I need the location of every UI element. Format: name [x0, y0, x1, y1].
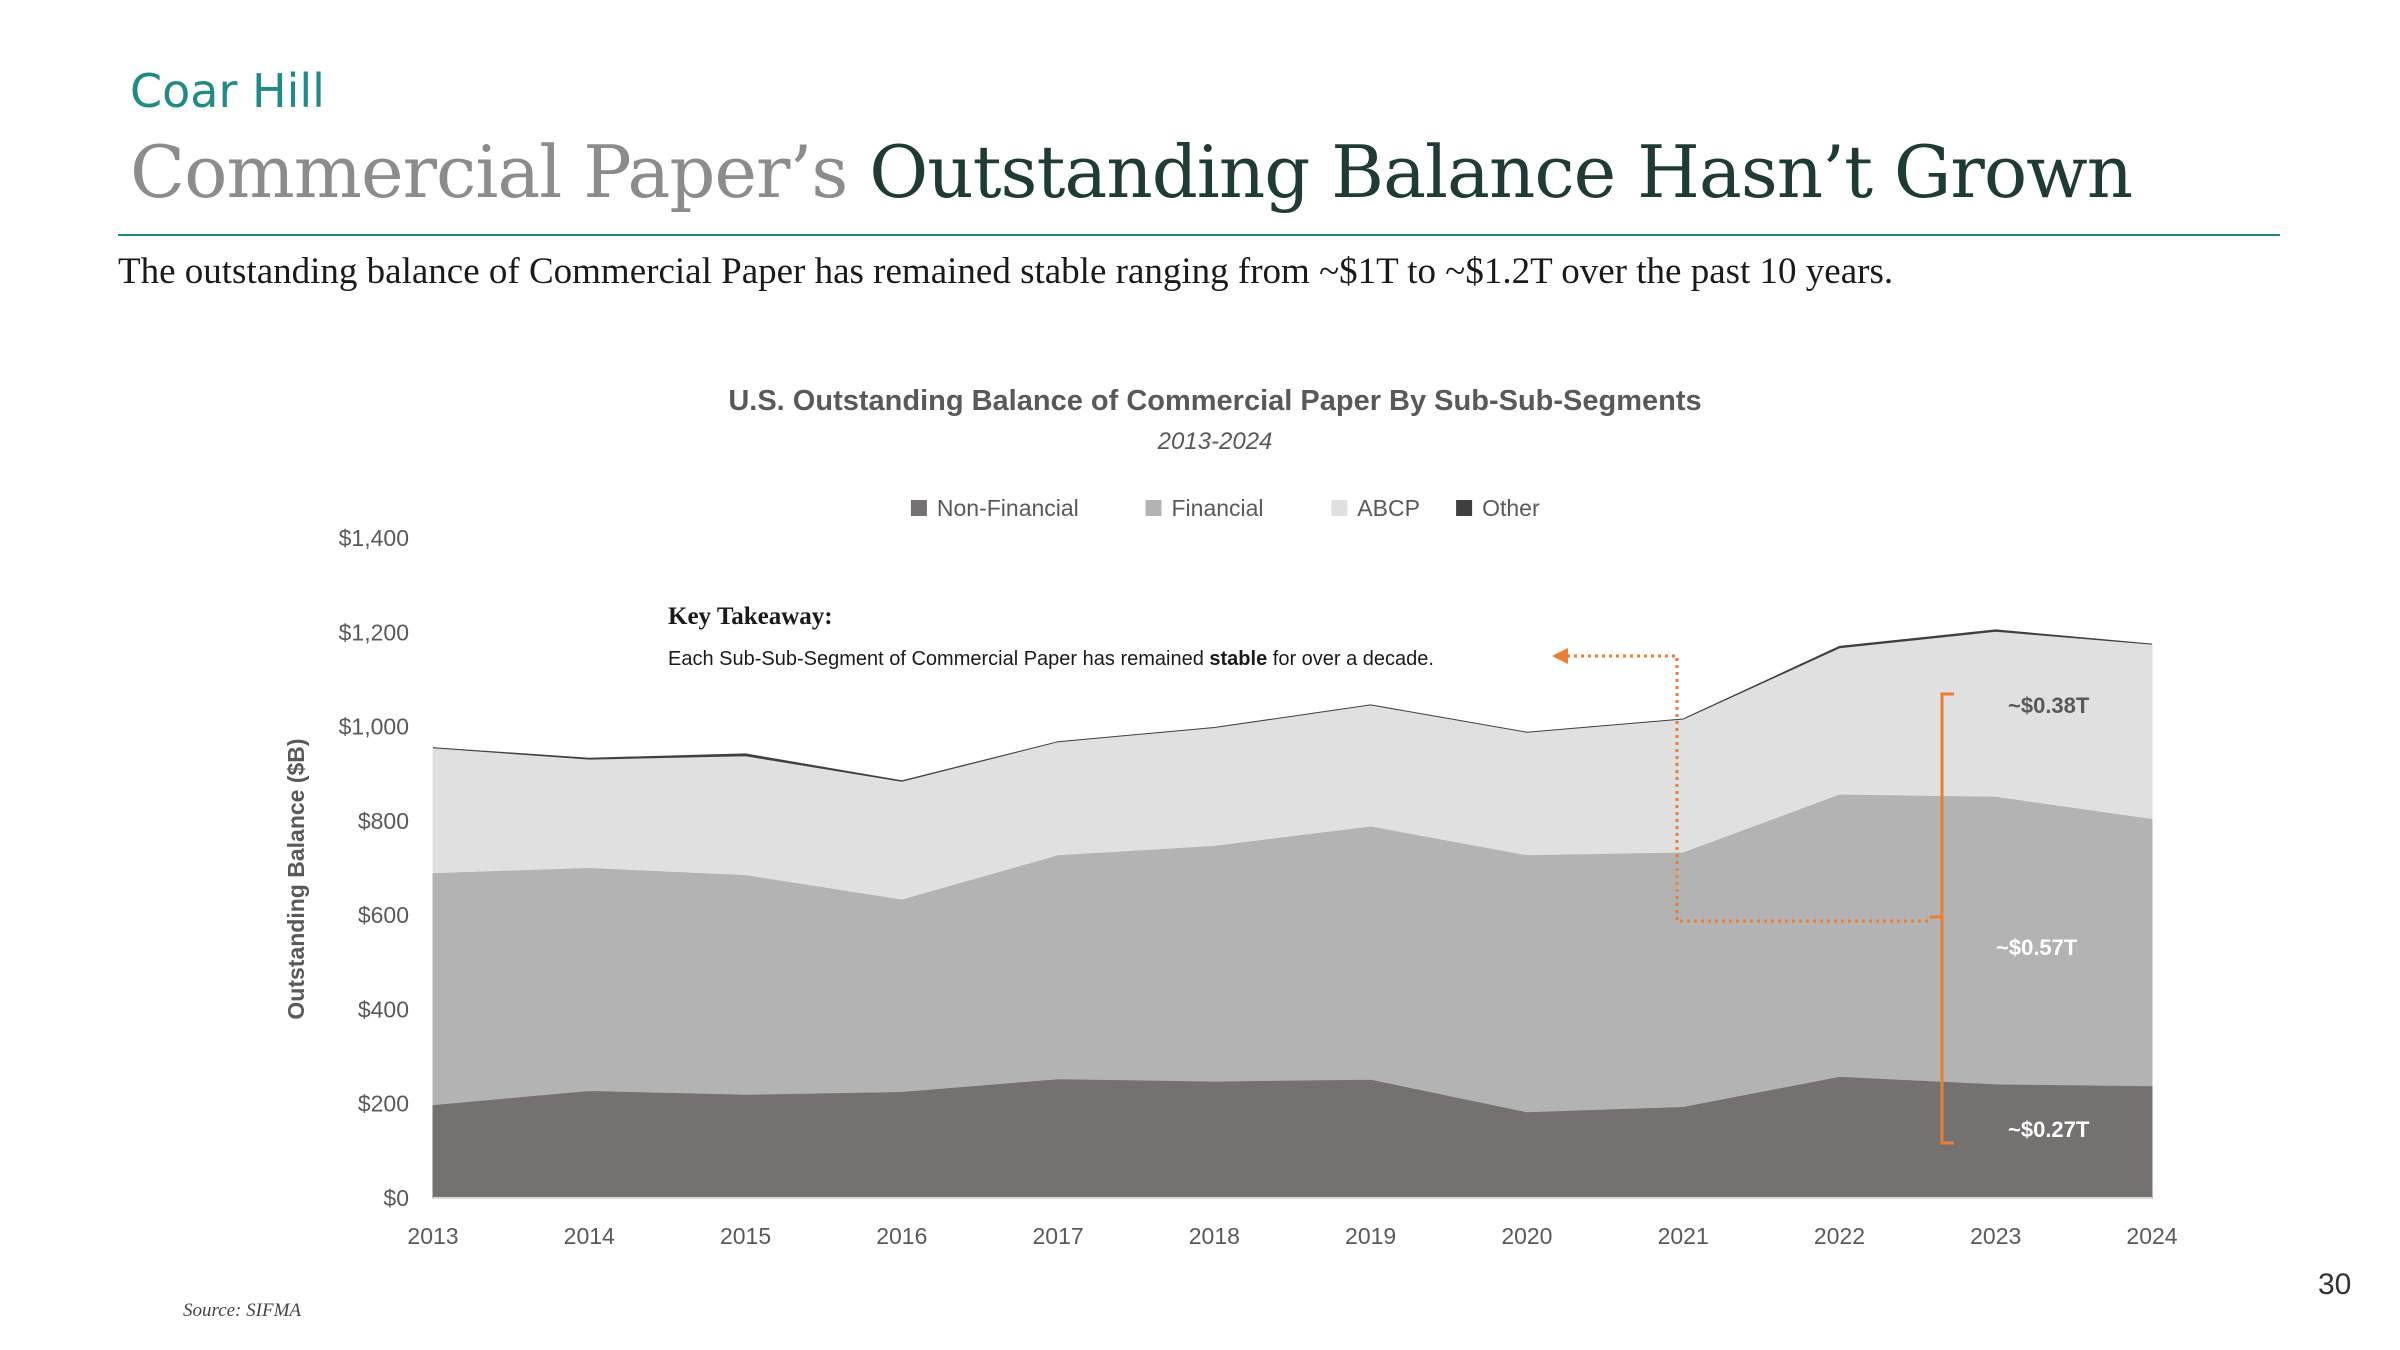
- key-takeaway-title: Key Takeaway:: [668, 603, 833, 630]
- x-tick-label: 2018: [1189, 1223, 1240, 1249]
- x-tick-label: 2020: [1501, 1223, 1552, 1249]
- legend-label-abcp: ABCP: [1357, 495, 1420, 521]
- page-title: Commercial Paper’s Outstanding Balance H…: [130, 130, 2133, 214]
- y-axis-label: Outstanding Balance ($B): [283, 738, 309, 1019]
- x-tick-label: 2015: [720, 1223, 771, 1249]
- area-other: [432, 629, 2153, 782]
- area-non-financial: [432, 1075, 2153, 1199]
- legend-label-financial: Financial: [1172, 495, 1264, 521]
- y-tick-label: $1,400: [339, 525, 409, 551]
- y-tick-label: $1,200: [339, 619, 409, 645]
- legend-swatch-abcp: [1331, 500, 1348, 516]
- x-tick-label: 2021: [1658, 1223, 1709, 1249]
- chart-subtitle: 2013-2024: [1157, 428, 1273, 455]
- y-axis: $0 $200 $400 $600 $800 $1,000 $1,200 $1,400: [339, 525, 409, 1211]
- key-takeaway-box: Key Takeaway: Each Sub-Sub-Segment of Co…: [668, 603, 1434, 670]
- key-takeaway-text-bold: stable: [1209, 648, 1267, 670]
- y-tick-label: $0: [383, 1185, 409, 1211]
- key-takeaway-text-end: for over a decade.: [1267, 648, 1434, 670]
- callout-annotations: ~$0.38T ~$0.57T ~$0.27T: [1552, 648, 2090, 1145]
- nonfinancial-segment-label: ~$0.27T: [2008, 1117, 2090, 1142]
- chart-title: U.S. Outstanding Balance of Commercial P…: [728, 385, 1701, 417]
- chart-legend: Non-Financial Financial ABCP Other: [910, 495, 1540, 521]
- legend-label-other: Other: [1482, 495, 1540, 521]
- page-title-part1: Commercial Paper’s: [130, 130, 848, 214]
- key-takeaway-text-start: Each Sub-Sub-Segment of Commercial Paper…: [668, 648, 1209, 670]
- legend-swatch-financial: [1145, 500, 1162, 516]
- y-tick-label: $800: [358, 808, 409, 834]
- brand-name: Coar Hill: [130, 64, 325, 118]
- arrowhead-icon: [1552, 648, 1568, 664]
- y-tick-label: $200: [358, 1091, 409, 1117]
- x-tick-label: 2016: [876, 1223, 927, 1249]
- x-tick-label: 2022: [1814, 1223, 1865, 1249]
- x-tick-label: 2024: [2126, 1223, 2177, 1249]
- page-number: 30: [2318, 1268, 2352, 1301]
- x-tick-label: 2013: [407, 1223, 458, 1249]
- abcp-segment-label: ~$0.38T: [2008, 693, 2090, 718]
- x-tick-label: 2019: [1345, 1223, 1396, 1249]
- page-title-part2: Outstanding Balance Hasn’t Grown: [869, 130, 2133, 214]
- x-axis: 2013 2014 2015 2016 2017 2018 2019 2020 2021 2022…: [407, 1197, 2178, 1249]
- key-takeaway-text: Each Sub-Sub-Segment of Commercial Paper…: [668, 648, 1434, 670]
- source-note: Source: SIFMA: [183, 1300, 301, 1321]
- financial-segment-label: ~$0.57T: [1996, 935, 2078, 960]
- page-subtitle: The outstanding balance of Commercial Pa…: [118, 251, 1894, 292]
- x-tick-label: 2023: [1970, 1223, 2021, 1249]
- legend-swatch-non-financial: [910, 500, 927, 516]
- bracket-shape: [1930, 692, 1954, 1145]
- y-tick-label: $400: [358, 996, 409, 1022]
- y-tick-label: $600: [358, 902, 409, 928]
- title-divider: [118, 234, 2280, 236]
- chart-areas: [432, 629, 2153, 1199]
- y-tick-label: $1,000: [339, 714, 409, 740]
- legend-swatch-other: [1456, 500, 1473, 516]
- legend-label-non-financial: Non-Financial: [937, 495, 1079, 521]
- x-tick-label: 2014: [564, 1223, 615, 1249]
- x-tick-label: 2017: [1033, 1223, 1084, 1249]
